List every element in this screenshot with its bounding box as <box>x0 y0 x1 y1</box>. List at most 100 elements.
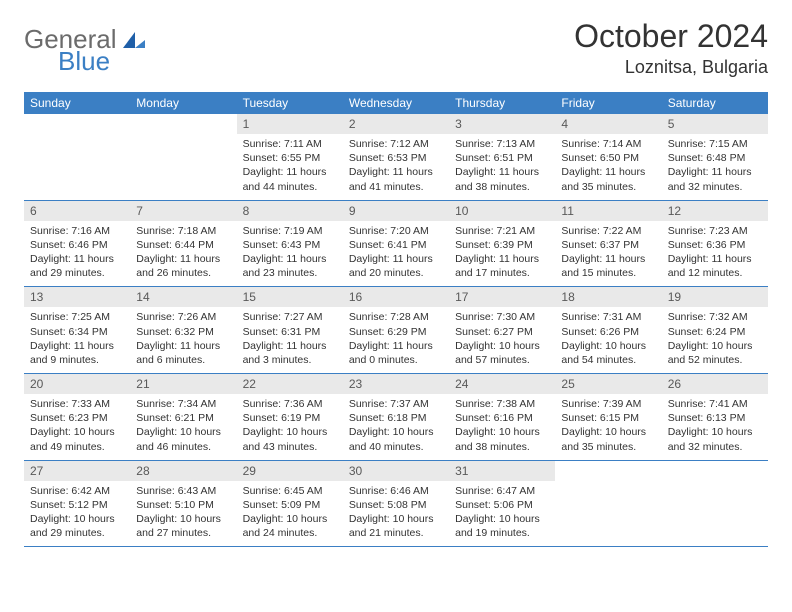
calendar-cell: 14Sunrise: 7:26 AMSunset: 6:32 PMDayligh… <box>130 287 236 373</box>
sunset-text: Sunset: 6:24 PM <box>668 325 762 339</box>
day-number: 24 <box>449 374 555 394</box>
sunrise-text: Sunrise: 7:38 AM <box>455 397 549 411</box>
sunset-text: Sunset: 6:19 PM <box>243 411 337 425</box>
daylight1-text: Daylight: 11 hours <box>136 252 230 266</box>
day-number: 21 <box>130 374 236 394</box>
day-number: 28 <box>130 461 236 481</box>
calendar-cell: 12Sunrise: 7:23 AMSunset: 6:36 PMDayligh… <box>662 201 768 287</box>
daylight1-text: Daylight: 11 hours <box>349 252 443 266</box>
sunrise-text: Sunrise: 7:15 AM <box>668 137 762 151</box>
daylight2-text: and 27 minutes. <box>136 526 230 540</box>
daylight1-text: Daylight: 11 hours <box>136 339 230 353</box>
sunset-text: Sunset: 6:32 PM <box>136 325 230 339</box>
daylight2-text: and 24 minutes. <box>243 526 337 540</box>
day-number: 20 <box>24 374 130 394</box>
daylight2-text: and 38 minutes. <box>455 180 549 194</box>
day-number: 19 <box>662 287 768 307</box>
calendar-week: 13Sunrise: 7:25 AMSunset: 6:34 PMDayligh… <box>24 287 768 374</box>
calendar-cell: 9Sunrise: 7:20 AMSunset: 6:41 PMDaylight… <box>343 201 449 287</box>
cell-content: Sunrise: 7:15 AMSunset: 6:48 PMDaylight:… <box>662 134 768 200</box>
calendar-cell: 19Sunrise: 7:32 AMSunset: 6:24 PMDayligh… <box>662 287 768 373</box>
sunset-text: Sunset: 6:26 PM <box>561 325 655 339</box>
cell-content: Sunrise: 7:22 AMSunset: 6:37 PMDaylight:… <box>555 221 661 287</box>
sunset-text: Sunset: 5:10 PM <box>136 498 230 512</box>
sunrise-text: Sunrise: 7:13 AM <box>455 137 549 151</box>
cell-content: Sunrise: 7:27 AMSunset: 6:31 PMDaylight:… <box>237 307 343 373</box>
calendar-cell: 27Sunrise: 6:42 AMSunset: 5:12 PMDayligh… <box>24 461 130 547</box>
daylight1-text: Daylight: 10 hours <box>136 425 230 439</box>
weekday-wednesday: Wednesday <box>343 92 449 114</box>
day-number: 18 <box>555 287 661 307</box>
daylight2-text: and 9 minutes. <box>30 353 124 367</box>
day-number: 12 <box>662 201 768 221</box>
day-number: 9 <box>343 201 449 221</box>
day-number: 16 <box>343 287 449 307</box>
sunset-text: Sunset: 6:37 PM <box>561 238 655 252</box>
daylight1-text: Daylight: 11 hours <box>30 339 124 353</box>
cell-content: Sunrise: 7:13 AMSunset: 6:51 PMDaylight:… <box>449 134 555 200</box>
day-number: 11 <box>555 201 661 221</box>
calendar-week: 20Sunrise: 7:33 AMSunset: 6:23 PMDayligh… <box>24 374 768 461</box>
sunset-text: Sunset: 6:21 PM <box>136 411 230 425</box>
title-block: October 2024 Loznitsa, Bulgaria <box>574 18 768 78</box>
calendar-cell: 2Sunrise: 7:12 AMSunset: 6:53 PMDaylight… <box>343 114 449 200</box>
daylight2-text: and 12 minutes. <box>668 266 762 280</box>
cell-content: Sunrise: 7:38 AMSunset: 6:16 PMDaylight:… <box>449 394 555 460</box>
sunset-text: Sunset: 6:16 PM <box>455 411 549 425</box>
cell-content: Sunrise: 7:33 AMSunset: 6:23 PMDaylight:… <box>24 394 130 460</box>
sunrise-text: Sunrise: 7:30 AM <box>455 310 549 324</box>
cell-content <box>24 120 130 129</box>
cell-content: Sunrise: 7:12 AMSunset: 6:53 PMDaylight:… <box>343 134 449 200</box>
sunrise-text: Sunrise: 7:21 AM <box>455 224 549 238</box>
day-number: 1 <box>237 114 343 134</box>
day-number: 2 <box>343 114 449 134</box>
weekday-sunday: Sunday <box>24 92 130 114</box>
daylight1-text: Daylight: 10 hours <box>455 512 549 526</box>
sunrise-text: Sunrise: 7:22 AM <box>561 224 655 238</box>
weekday-tuesday: Tuesday <box>237 92 343 114</box>
daylight1-text: Daylight: 10 hours <box>561 339 655 353</box>
day-number: 27 <box>24 461 130 481</box>
sunset-text: Sunset: 6:23 PM <box>30 411 124 425</box>
sunset-text: Sunset: 6:46 PM <box>30 238 124 252</box>
weekday-friday: Friday <box>555 92 661 114</box>
day-number: 25 <box>555 374 661 394</box>
calendar-cell: 23Sunrise: 7:37 AMSunset: 6:18 PMDayligh… <box>343 374 449 460</box>
weekday-monday: Monday <box>130 92 236 114</box>
sunset-text: Sunset: 6:51 PM <box>455 151 549 165</box>
cell-content: Sunrise: 6:45 AMSunset: 5:09 PMDaylight:… <box>237 481 343 547</box>
cell-content: Sunrise: 7:41 AMSunset: 6:13 PMDaylight:… <box>662 394 768 460</box>
header: General Blue October 2024 Loznitsa, Bulg… <box>24 18 768 78</box>
daylight1-text: Daylight: 10 hours <box>136 512 230 526</box>
sunrise-text: Sunrise: 6:43 AM <box>136 484 230 498</box>
calendar-cell: 16Sunrise: 7:28 AMSunset: 6:29 PMDayligh… <box>343 287 449 373</box>
daylight2-text: and 32 minutes. <box>668 440 762 454</box>
daylight2-text: and 21 minutes. <box>349 526 443 540</box>
cell-content: Sunrise: 7:39 AMSunset: 6:15 PMDaylight:… <box>555 394 661 460</box>
calendar-cell: 13Sunrise: 7:25 AMSunset: 6:34 PMDayligh… <box>24 287 130 373</box>
daylight1-text: Daylight: 10 hours <box>455 425 549 439</box>
daylight2-text: and 35 minutes. <box>561 180 655 194</box>
sunset-text: Sunset: 6:31 PM <box>243 325 337 339</box>
calendar-cell <box>24 114 130 200</box>
calendar-cell: 24Sunrise: 7:38 AMSunset: 6:16 PMDayligh… <box>449 374 555 460</box>
location-subtitle: Loznitsa, Bulgaria <box>574 57 768 78</box>
daylight2-text: and 29 minutes. <box>30 266 124 280</box>
calendar-cell <box>555 461 661 547</box>
calendar-cell: 3Sunrise: 7:13 AMSunset: 6:51 PMDaylight… <box>449 114 555 200</box>
calendar-week: 6Sunrise: 7:16 AMSunset: 6:46 PMDaylight… <box>24 201 768 288</box>
calendar-cell: 4Sunrise: 7:14 AMSunset: 6:50 PMDaylight… <box>555 114 661 200</box>
daylight1-text: Daylight: 11 hours <box>561 165 655 179</box>
daylight1-text: Daylight: 10 hours <box>243 512 337 526</box>
calendar-week: 1Sunrise: 7:11 AMSunset: 6:55 PMDaylight… <box>24 114 768 201</box>
sunrise-text: Sunrise: 7:37 AM <box>349 397 443 411</box>
calendar-cell: 17Sunrise: 7:30 AMSunset: 6:27 PMDayligh… <box>449 287 555 373</box>
sunset-text: Sunset: 6:18 PM <box>349 411 443 425</box>
cell-content: Sunrise: 7:28 AMSunset: 6:29 PMDaylight:… <box>343 307 449 373</box>
calendar-cell: 5Sunrise: 7:15 AMSunset: 6:48 PMDaylight… <box>662 114 768 200</box>
cell-content: Sunrise: 7:36 AMSunset: 6:19 PMDaylight:… <box>237 394 343 460</box>
daylight2-text: and 40 minutes. <box>349 440 443 454</box>
sunrise-text: Sunrise: 7:26 AM <box>136 310 230 324</box>
calendar-cell: 8Sunrise: 7:19 AMSunset: 6:43 PMDaylight… <box>237 201 343 287</box>
cell-content: Sunrise: 6:47 AMSunset: 5:06 PMDaylight:… <box>449 481 555 547</box>
